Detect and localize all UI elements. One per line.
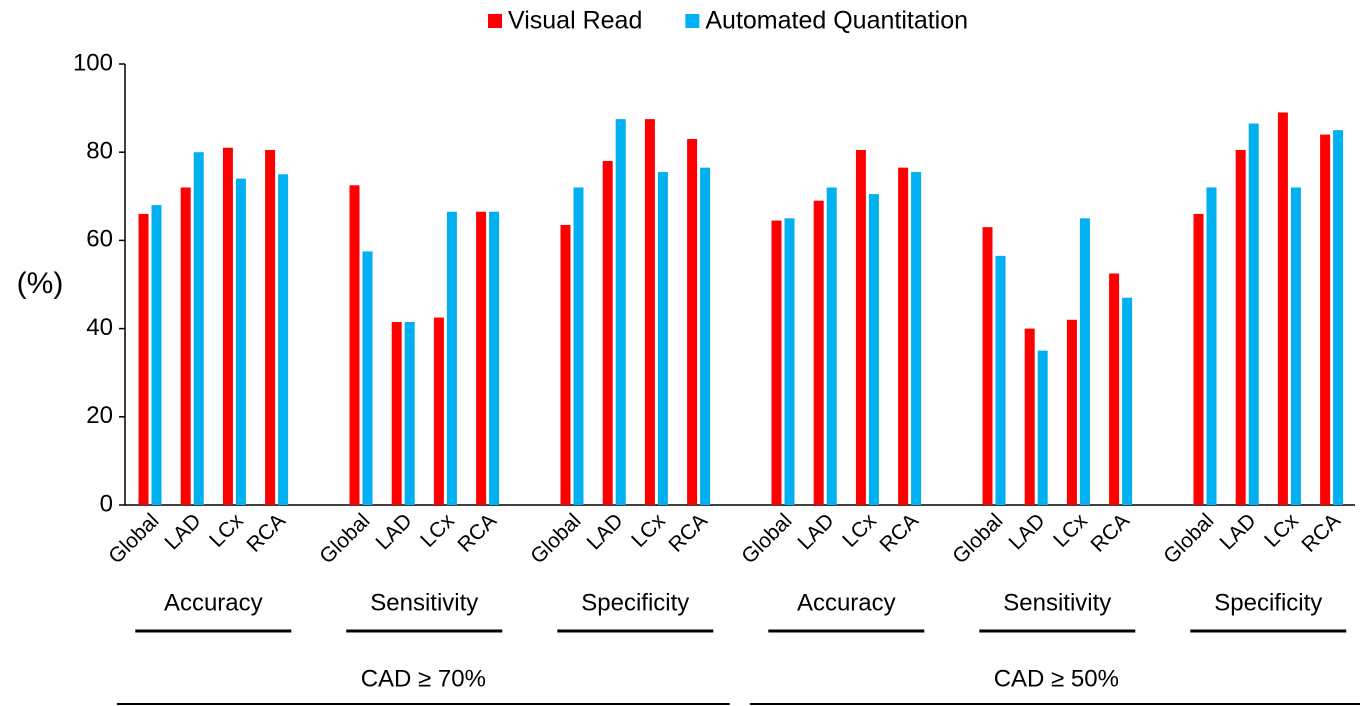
bar: [265, 149, 276, 505]
group-label: Accuracy: [164, 589, 263, 616]
bar: [391, 321, 402, 505]
bar: [560, 224, 571, 505]
x-tick-label: Global: [315, 509, 374, 568]
x-tick-label: LCx: [1049, 509, 1092, 552]
y-tick-label: 0: [100, 490, 113, 517]
bar: [1333, 130, 1344, 505]
bar: [222, 147, 233, 506]
x-tick-label: Global: [948, 509, 1007, 568]
group-label: Sensitivity: [370, 589, 478, 616]
legend-swatch: [685, 14, 700, 28]
bar: [657, 172, 668, 506]
group-label: Accuracy: [797, 589, 896, 616]
x-tick-label: LAD: [1005, 509, 1050, 554]
x-tick-label: LAD: [161, 509, 206, 554]
bar: [1037, 350, 1048, 505]
bar: [362, 251, 373, 505]
x-tick-label: RCA: [453, 509, 501, 557]
bar: [855, 149, 866, 505]
y-tick-label: 60: [86, 226, 113, 253]
bar: [602, 161, 613, 505]
bar: [1066, 319, 1077, 505]
bar: [813, 200, 824, 505]
bar: [1320, 134, 1331, 505]
bar: [1290, 187, 1301, 506]
y-tick-label: 40: [86, 314, 113, 341]
bar: [898, 167, 909, 505]
x-tick-label: LAD: [1216, 509, 1261, 554]
bar: [1235, 149, 1246, 505]
bar: [771, 220, 782, 505]
x-tick-label: RCA: [1297, 509, 1345, 557]
x-tick-label: RCA: [1086, 509, 1134, 557]
bar: [489, 211, 500, 506]
bar: [404, 321, 415, 505]
bar: [180, 187, 191, 506]
bar: [1079, 218, 1090, 505]
x-tick-label: RCA: [242, 509, 290, 557]
bar: [644, 119, 655, 505]
x-tick-label: LAD: [583, 509, 628, 554]
bar: [573, 187, 584, 506]
bar: [278, 174, 289, 505]
x-tick-label: LCx: [416, 509, 459, 552]
legend-swatch: [488, 14, 502, 28]
bar: [982, 227, 993, 506]
bar: [1248, 123, 1259, 505]
bar: [615, 119, 626, 505]
bar: [151, 205, 162, 505]
x-tick-label: LAD: [794, 509, 839, 554]
bar: [784, 218, 795, 505]
group-label: Sensitivity: [1003, 589, 1111, 616]
x-tick-label: LCx: [205, 509, 248, 552]
bar: [687, 138, 698, 505]
bar: [235, 178, 246, 505]
bar: [433, 317, 444, 505]
x-tick-label: Global: [737, 509, 796, 568]
bar: [349, 185, 360, 505]
x-tick-label: RCA: [664, 509, 712, 557]
supergroup-label: CAD ≥ 50%: [994, 665, 1119, 692]
x-tick-label: Global: [526, 509, 585, 568]
bar: [700, 167, 711, 505]
bar: [1206, 187, 1217, 506]
bar: [446, 211, 457, 506]
y-axis-label: (%): [17, 267, 64, 300]
bar: [138, 213, 149, 505]
x-tick-label: Global: [104, 509, 163, 568]
bar: [1122, 297, 1133, 505]
supergroup-label: CAD ≥ 70%: [361, 665, 486, 692]
bar: [911, 172, 922, 506]
x-tick-label: LCx: [1260, 509, 1303, 552]
y-tick-label: 80: [86, 138, 113, 165]
y-tick-label: 100: [73, 49, 113, 76]
x-tick-label: Global: [1159, 509, 1218, 568]
bar: [193, 152, 204, 505]
bar: [1193, 213, 1204, 505]
x-tick-label: LAD: [372, 509, 417, 554]
x-tick-label: LCx: [627, 509, 670, 552]
bar: [1109, 273, 1120, 505]
x-tick-label: LCx: [838, 509, 881, 552]
legend-label: Visual Read: [508, 7, 642, 35]
group-label: Specificity: [581, 589, 689, 616]
x-tick-label: RCA: [875, 509, 923, 557]
y-tick-label: 20: [86, 402, 113, 429]
bar: [1277, 112, 1288, 505]
bar: [1024, 328, 1035, 505]
group-label: Specificity: [1214, 589, 1322, 616]
legend-label: Automated Quantitation: [705, 7, 968, 35]
bar: [995, 255, 1006, 505]
bar: [868, 194, 879, 505]
bar: [476, 211, 487, 506]
bar: [826, 187, 837, 506]
